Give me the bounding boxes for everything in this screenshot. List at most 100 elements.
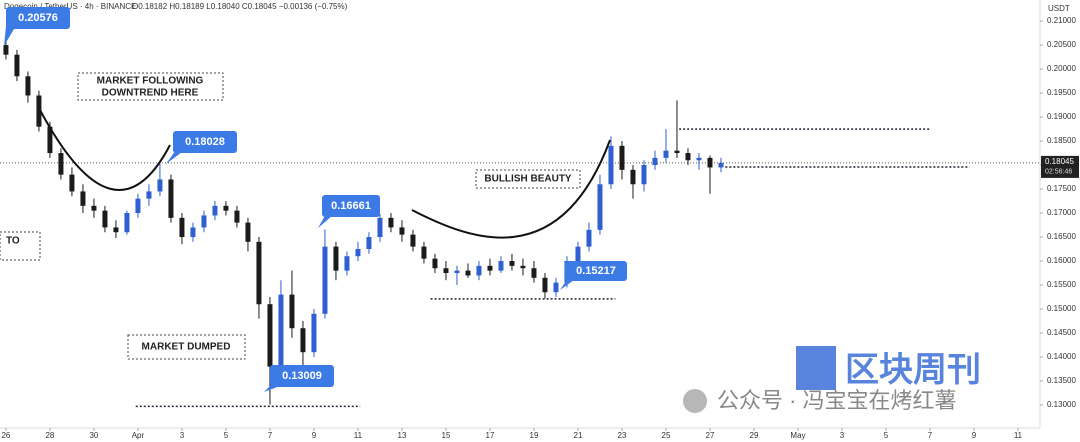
callout-pointer — [166, 150, 182, 164]
price-callout — [173, 131, 237, 153]
x-tick-label: 17 — [486, 431, 495, 440]
marks — [0, 41, 1040, 408]
candle-body — [333, 246, 339, 271]
callout-pointer — [318, 214, 332, 228]
x-tick-label: 23 — [618, 431, 627, 440]
x-tick-label: 25 — [662, 431, 671, 440]
callout-pointer — [264, 384, 280, 392]
x-tick-label: 11 — [354, 431, 363, 440]
candle-body — [113, 227, 119, 233]
candle-body — [256, 241, 262, 305]
watermark-logo — [796, 346, 836, 390]
candle-body — [663, 150, 669, 158]
candle-body — [630, 169, 636, 185]
y-tick-label: 0.15500 — [1047, 280, 1076, 289]
candle-body — [14, 54, 20, 77]
candle-body — [190, 227, 196, 238]
y-tick-label: 0.13000 — [1047, 400, 1076, 409]
y-tick-label: 0.14000 — [1047, 352, 1076, 361]
callout-text: 0.13009 — [282, 370, 322, 382]
price-callout — [322, 195, 380, 217]
price-callout — [565, 261, 627, 281]
x-tick-label: 29 — [750, 431, 759, 440]
candle-body — [619, 145, 625, 170]
candle-body — [212, 205, 218, 216]
currency: USDT — [1048, 4, 1070, 13]
y-tick-label: 0.19000 — [1047, 112, 1076, 121]
y-tick-label: 0.19500 — [1047, 88, 1076, 97]
wechat-icon — [683, 389, 707, 413]
chart-title: Dogecoin / TetherUS · 4h · BINANCE — [4, 2, 136, 11]
candle-body — [432, 258, 438, 269]
y-tick-label: 0.16500 — [1047, 232, 1076, 241]
watermark-subtitle: 公众号 · 冯宝宝在烤红薯 — [717, 388, 957, 413]
x-tick-label: Apr — [132, 431, 145, 440]
candle-body — [685, 153, 691, 161]
ohlc-legend: O0.18182 H0.18189 L0.18040 C0.18045 −0.0… — [132, 2, 348, 11]
y-tick-label: 0.14500 — [1047, 328, 1076, 337]
candle-body — [168, 179, 174, 218]
candle-body — [344, 256, 350, 271]
candle-body — [586, 229, 592, 247]
candle-body — [487, 265, 493, 271]
y-tick-label: 0.20000 — [1047, 64, 1076, 73]
x-tick-label: 9 — [312, 431, 317, 440]
candle-body — [124, 213, 130, 233]
candle-body — [201, 215, 207, 228]
x-tick-label: 21 — [574, 431, 583, 440]
price-callout — [270, 365, 334, 387]
y-tick-label: 0.20500 — [1047, 40, 1076, 49]
callout-pointer — [4, 26, 14, 46]
last-price-box — [1041, 155, 1079, 178]
y-tick-label: 0.16000 — [1047, 256, 1076, 265]
annotation: BULLISH BEAUTY — [484, 174, 572, 185]
candle-body — [388, 217, 394, 228]
candle-body — [47, 126, 53, 154]
x-tick-label: 13 — [398, 431, 407, 440]
x-tick-label: 5 — [224, 431, 229, 440]
x-tick-label: 27 — [706, 431, 715, 440]
candle-body — [146, 191, 152, 199]
candle-body — [641, 165, 647, 185]
y-tick-label: 0.18500 — [1047, 136, 1076, 145]
candle-body — [322, 246, 328, 314]
watermark-title: 区块周刊 — [845, 351, 981, 389]
x-tick-label: May — [790, 431, 805, 440]
candle-body — [399, 227, 405, 235]
callout-pointer — [560, 278, 574, 290]
annotation-box — [0, 231, 41, 261]
candle-body — [531, 268, 537, 278]
candle-body — [80, 191, 86, 206]
candle-body — [366, 237, 372, 250]
price-callout — [6, 7, 70, 29]
y-tick-label: 0.15000 — [1047, 304, 1076, 313]
candle-body — [267, 304, 273, 367]
x-tick-label: 11 — [1014, 431, 1023, 440]
callout-text: 0.20576 — [18, 12, 58, 24]
candle-body — [3, 45, 9, 55]
countdown: 02:56:46 — [1045, 169, 1072, 176]
x-tick-label: 28 — [45, 431, 54, 440]
x-tick-label: 5 — [884, 431, 889, 440]
candle-body — [234, 210, 240, 223]
candle-body — [421, 246, 427, 259]
x-tick-label: 15 — [442, 431, 451, 440]
candle-body — [289, 294, 295, 329]
candle-body — [245, 222, 251, 242]
candle-body — [58, 153, 64, 175]
candle-body — [696, 157, 702, 161]
y-tick-label: 0.13500 — [1047, 376, 1076, 385]
callout-text: 0.15217 — [576, 265, 616, 277]
candle-body — [410, 234, 416, 247]
candle-body — [597, 184, 603, 230]
x-tick-label: 7 — [268, 431, 273, 440]
candle-body — [498, 261, 504, 271]
candle-body — [25, 76, 31, 96]
candle-body — [102, 210, 108, 228]
candle-body — [454, 270, 460, 274]
x-tick-label: 7 — [928, 431, 933, 440]
candle-body — [575, 246, 581, 262]
candle-body — [278, 294, 284, 367]
